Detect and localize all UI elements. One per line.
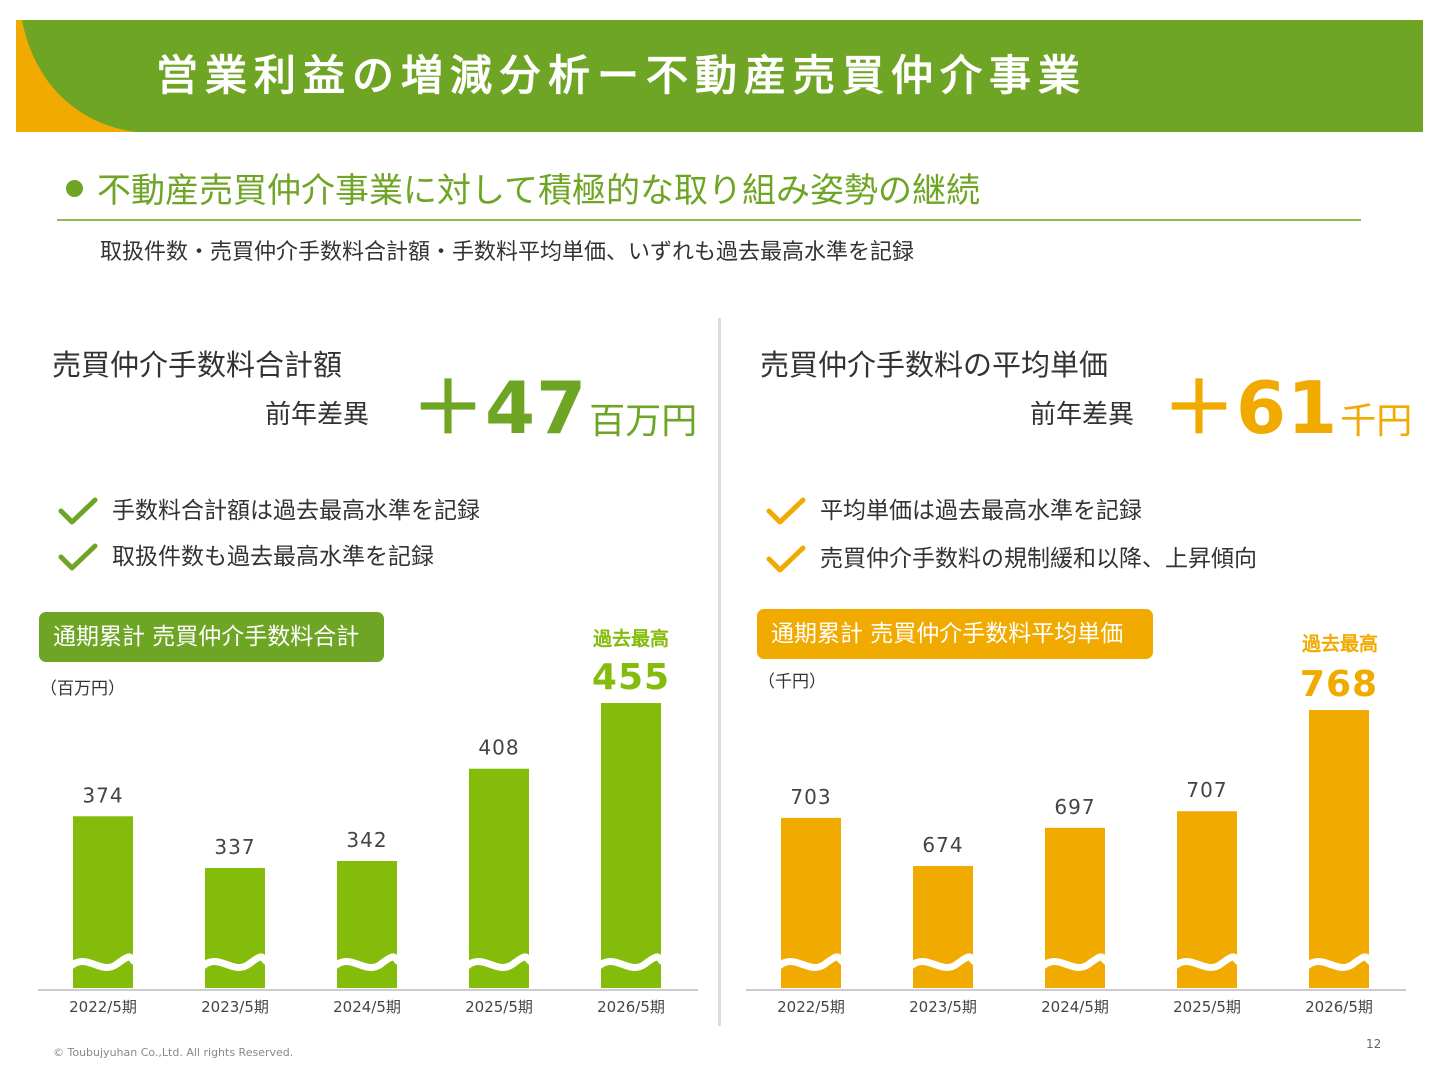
left-unit-label: （百万円） [40, 679, 125, 699]
left-axis-break-0 [67, 953, 139, 971]
right-check-2-text: 売買仲介手数料の規制緩和以降、上昇傾向 [820, 546, 1257, 572]
right-bar-chart: 703 2022/5期 674 2023/5期 697 2024/5期 707 2025/5期… [746, 664, 1406, 1016]
check-icon [766, 497, 806, 525]
check-icon [766, 545, 806, 573]
page-number: 12 [1366, 1037, 1382, 1051]
right-chart-title: 通期累計 売買仲介手数料平均単価 [757, 609, 1153, 659]
left-category-label-3: 2025/5期 [465, 998, 533, 1016]
right-value-label-3: 707 [1186, 778, 1227, 802]
left-chart-title: 通期累計 売買仲介手数料合計 [39, 612, 384, 662]
left-check-2-text: 取扱件数も過去最高水準を記録 [112, 544, 434, 570]
headline-text: 不動産売買仲介事業に対して積極的な取り組み姿勢の継続 [97, 171, 980, 211]
bullet-icon [66, 180, 83, 197]
right-category-label-0: 2022/5期 [777, 998, 845, 1016]
left-value-label-1: 337 [214, 835, 255, 859]
right-axis-break-3 [1171, 953, 1243, 971]
left-category-label-2: 2024/5期 [333, 998, 401, 1016]
left-check-1-text: 手数料合計額は過去最高水準を記録 [112, 498, 480, 524]
check-icon [58, 543, 98, 571]
right-bar-4 [1309, 710, 1369, 988]
right-check-1-text: 平均単価は過去最高水準を記録 [820, 498, 1142, 524]
page-title: 営業利益の増減分析ー不動産売買仲介事業 [156, 51, 1088, 100]
left-value-label-3: 408 [478, 736, 519, 760]
right-record-value: 768 [1300, 664, 1378, 705]
left-value-label-0: 374 [82, 783, 123, 807]
left-bar-4 [601, 703, 661, 988]
left-yoy-label: 前年差異 [265, 400, 370, 430]
right-record-label: 過去最高 [1301, 633, 1378, 655]
right-value-label-2: 697 [1054, 795, 1095, 819]
right-axis-break-2 [1039, 953, 1111, 971]
subheadline: 取扱件数・売買仲介手数料合計額・手数料平均単価、いずれも過去最高水準を記録 [100, 240, 915, 265]
left-category-label-4: 2026/5期 [597, 998, 665, 1016]
left-value-label-2: 342 [346, 828, 387, 852]
left-axis-break-3 [463, 953, 535, 971]
header-banner: 営業利益の増減分析ー不動産売買仲介事業 [16, 20, 1423, 132]
headline-divider [57, 219, 1361, 221]
right-category-label-4: 2026/5期 [1305, 998, 1373, 1016]
right-yoy-unit: 千円 [1340, 401, 1413, 442]
right-category-label-3: 2025/5期 [1173, 998, 1241, 1016]
right-axis-break-1 [907, 953, 979, 971]
right-category-label-1: 2023/5期 [909, 998, 977, 1016]
left-yoy-number: ＋47 [412, 366, 588, 450]
right-check-2: 売買仲介手数料の規制緩和以降、上昇傾向 [766, 542, 1326, 576]
right-value-label-1: 674 [922, 833, 963, 857]
left-yoy-unit: 百万円 [589, 401, 698, 442]
left-check-2: 取扱件数も過去最高水準を記録 [58, 540, 558, 574]
right-check-1: 平均単価は過去最高水準を記録 [766, 494, 1326, 528]
check-icon [58, 497, 98, 525]
left-check-1: 手数料合計額は過去最高水準を記録 [58, 494, 558, 528]
left-panel-title: 売買仲介手数料合計額 [52, 348, 343, 382]
headline: 不動産売買仲介事業に対して積極的な取り組み姿勢の継続 [66, 168, 980, 214]
left-record-label: 過去最高 [592, 628, 669, 650]
right-axis-break-4 [1303, 953, 1375, 971]
right-value-label-0: 703 [790, 785, 831, 809]
panel-divider [718, 318, 721, 1026]
banner-corner-accent [16, 20, 136, 132]
copyright: © Toubujyuhan Co.,Ltd. All rights Reserv… [53, 1046, 294, 1059]
left-axis-break-4 [595, 953, 667, 971]
right-category-label-2: 2024/5期 [1041, 998, 1109, 1016]
left-bar-3 [469, 768, 529, 988]
left-axis-break-1 [199, 953, 271, 971]
left-axis-break-2 [331, 953, 403, 971]
left-record-value: 455 [592, 657, 670, 698]
right-yoy-number: ＋61 [1163, 366, 1339, 450]
right-unit-label: （千円） [758, 672, 826, 692]
right-yoy-value: ＋61千円 [1163, 372, 1412, 444]
left-yoy-value: ＋47百万円 [412, 372, 697, 444]
right-axis-break-0 [775, 953, 847, 971]
left-bar-chart: 374 2022/5期 337 2023/5期 342 2024/5期 408 2025/5期… [38, 657, 698, 1016]
right-yoy-label: 前年差異 [1030, 400, 1135, 430]
left-category-label-0: 2022/5期 [69, 998, 137, 1016]
right-panel-title: 売買仲介手数料の平均単価 [760, 348, 1109, 382]
left-category-label-1: 2023/5期 [201, 998, 269, 1016]
